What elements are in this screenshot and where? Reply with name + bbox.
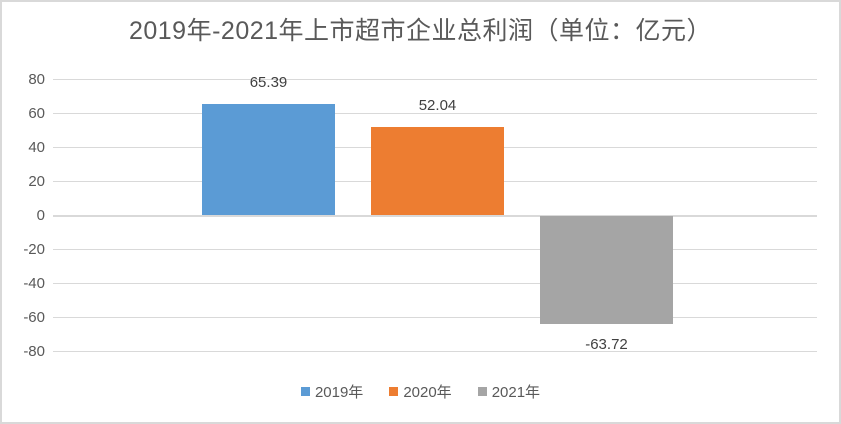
gridline [53,79,817,80]
legend-item-2019: 2019年 [300,381,364,402]
legend-label: 2020年 [403,383,452,401]
bar-2021 [540,215,673,324]
data-label-2019: 65.39 [249,74,288,92]
legend: 2019年 2020年 2021年 [2,381,839,402]
y-axis-tick-label: -20 [23,240,45,258]
y-axis-tick-label: -60 [23,308,45,326]
bar-2020 [371,127,504,216]
bar-2019 [202,104,335,216]
gridline [53,351,817,352]
zero-axis-line [53,214,817,217]
y-axis-tick-label: -80 [23,342,45,360]
legend-label: 2019年 [314,383,364,401]
gridline [53,249,817,250]
y-axis-tick-label: 80 [28,70,45,88]
y-axis-tick-label: -40 [23,274,45,292]
y-axis-tick-label: 0 [36,206,45,224]
gridline [53,113,817,114]
legend-marker-square-icon [477,386,487,396]
legend-marker-square-icon [300,386,310,396]
y-axis-tick-label: 40 [28,138,45,156]
gridline [53,283,817,284]
legend-label: 2021年 [491,383,541,401]
legend-item-2020: 2020年 [389,381,452,402]
data-label-2020: 52.04 [418,97,457,115]
data-label-2021: -63.72 [585,335,628,353]
y-axis-tick-label: 60 [28,104,45,122]
chart-title: 2019年-2021年上市超市企业总利润（单位：亿元） [128,17,713,45]
legend-item-2021: 2021年 [477,381,541,402]
legend-marker-square-icon [389,386,399,396]
y-axis-tick-label: 20 [28,172,45,190]
gridline [53,317,817,318]
